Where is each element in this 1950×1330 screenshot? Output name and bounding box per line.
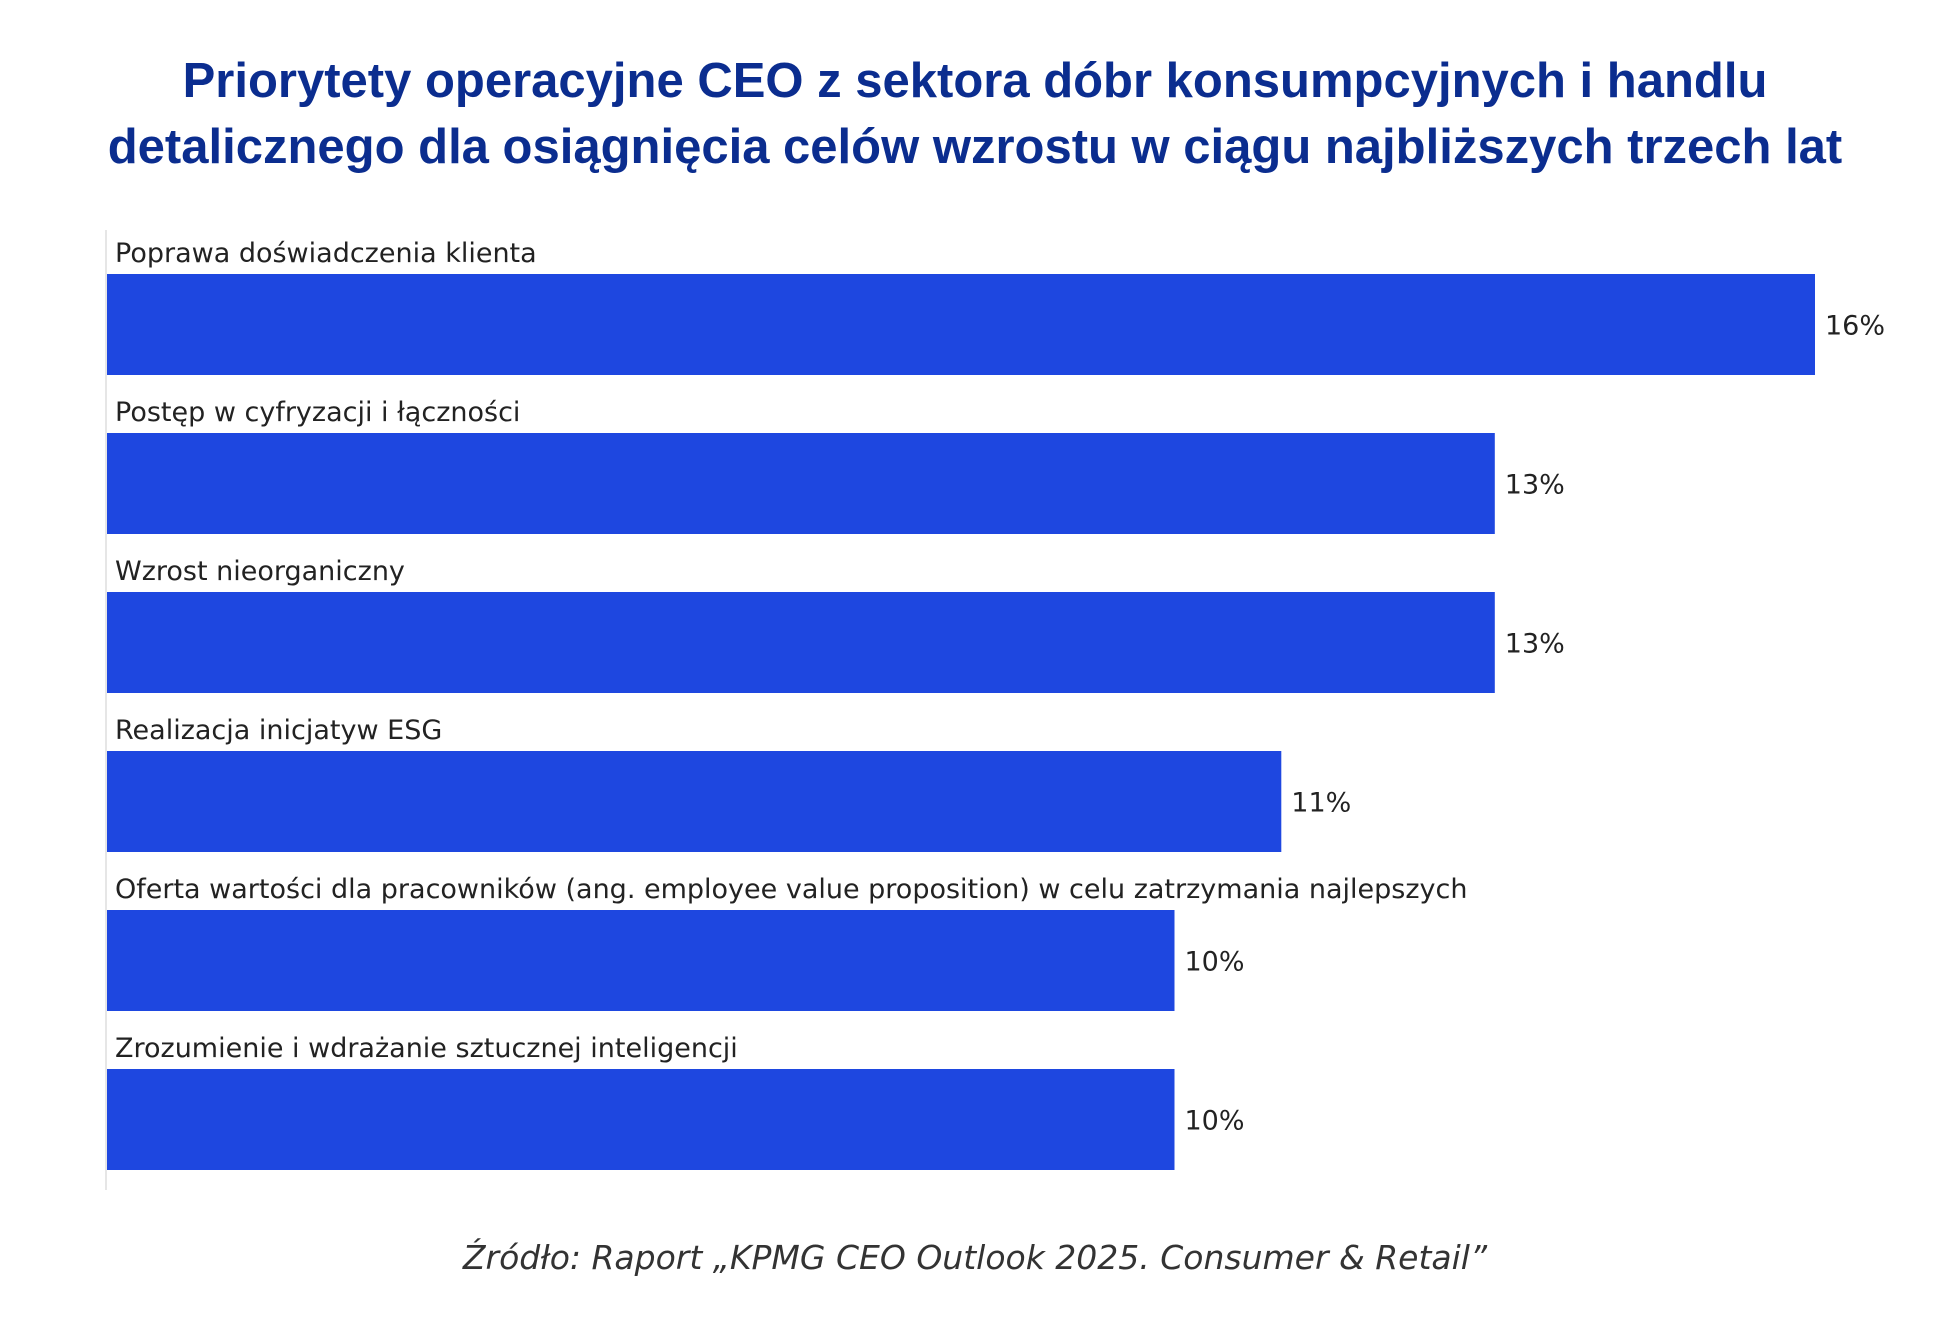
category-label: Wzrost nieorganiczny <box>115 556 405 587</box>
chart-title-line-1: Priorytety operacyjne CEO z sektora dóbr… <box>182 54 1768 108</box>
bar <box>107 592 1495 693</box>
bar <box>107 1069 1175 1170</box>
bar <box>107 910 1175 1011</box>
bar-value-label: 10% <box>1185 947 1245 978</box>
category-label: Poprawa doświadczenia klienta <box>115 238 537 269</box>
bar-value-label: 13% <box>1505 470 1565 501</box>
chart-title: Priorytety operacyjne CEO z sektora dóbr… <box>0 48 1950 180</box>
bar <box>107 751 1282 852</box>
category-label: Postęp w cyfryzacji i łączności <box>115 397 520 428</box>
bar <box>107 274 1815 375</box>
category-label: Realizacja inicjatyw ESG <box>115 715 442 746</box>
bar-value-label: 11% <box>1291 788 1351 819</box>
category-label: Oferta wartości dla pracowników (ang. em… <box>115 874 1467 905</box>
bar-value-label: 13% <box>1505 629 1565 660</box>
chart-title-line-2: detalicznego dla osiągnięcia celów wzros… <box>107 120 1843 174</box>
category-label: Zrozumienie i wdrażanie sztucznej inteli… <box>115 1033 738 1064</box>
bar <box>107 433 1495 534</box>
bar-value-label: 16% <box>1825 311 1885 342</box>
bars-group: Poprawa doświadczenia klienta 16% Postęp w… <box>107 238 1885 1170</box>
bar-value-label: 10% <box>1185 1106 1245 1137</box>
source-note: Źródło: Raport „KPMG CEO Outlook 2025. C… <box>462 1238 1488 1277</box>
